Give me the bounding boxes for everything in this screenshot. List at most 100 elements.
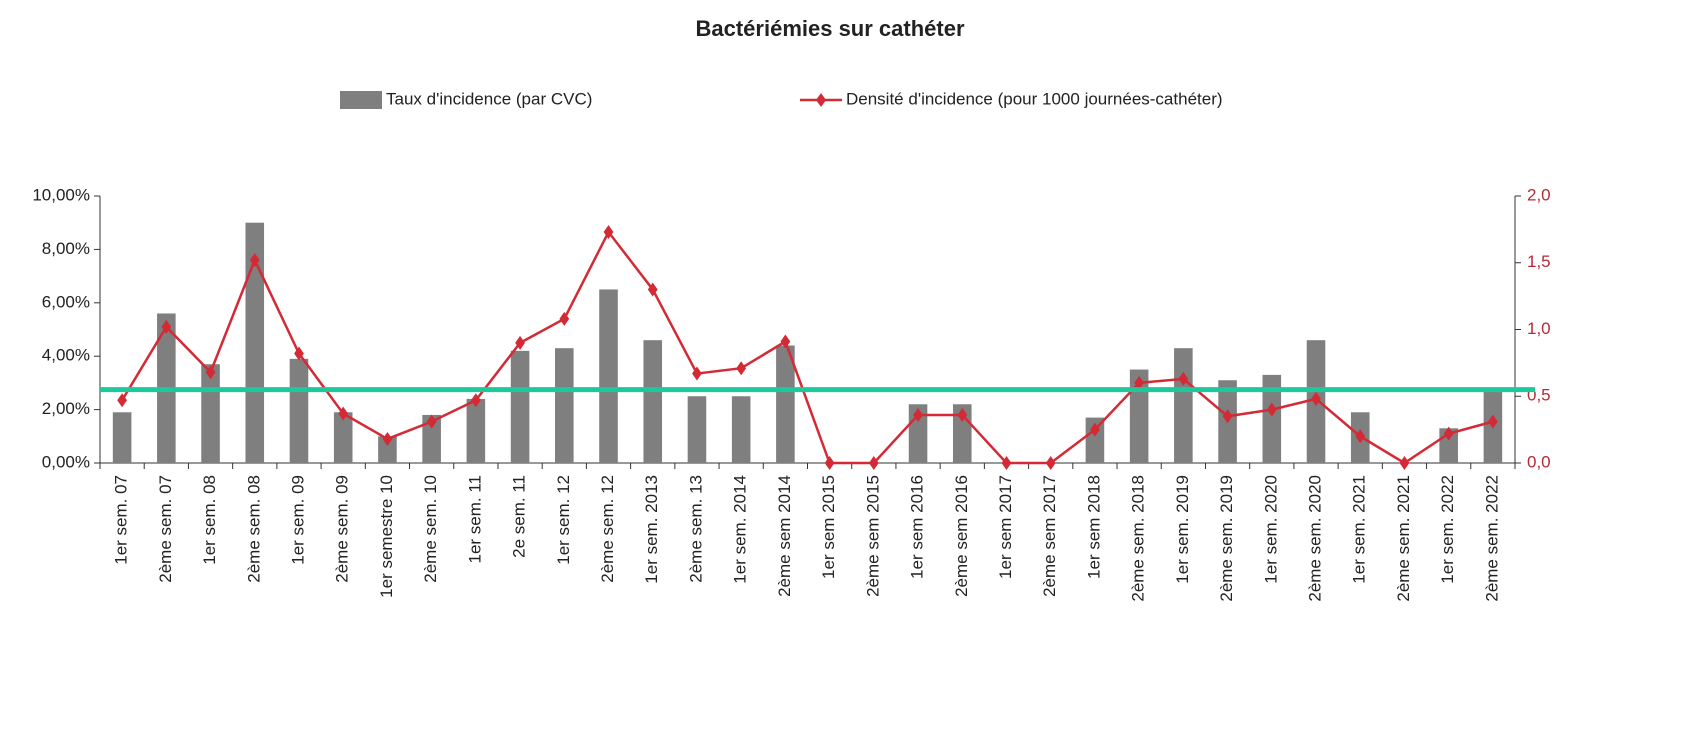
- x-tick-label: 2ème sem. 2022: [1482, 475, 1501, 602]
- x-tick-label: 1er semestre 10: [377, 475, 396, 598]
- x-tick-label: 2e sem. 11: [510, 475, 529, 558]
- bar: [1129, 369, 1149, 463]
- line-marker: [382, 431, 393, 446]
- x-tick-label: 2ème sem. 2019: [1217, 475, 1236, 602]
- x-tick-label: 1er sem. 12: [554, 475, 573, 565]
- x-tick-label: 2ème sem. 13: [686, 475, 705, 583]
- bar: [422, 414, 441, 463]
- legend-label: Densité d'incidence (pour 1000 journées-…: [846, 89, 1223, 108]
- line-marker: [426, 414, 437, 429]
- x-tick-label: 2ème sem 2016: [952, 475, 971, 597]
- x-tick-label: 2ème sem. 2020: [1306, 475, 1325, 602]
- line-marker: [117, 393, 128, 408]
- line-marker: [205, 365, 216, 380]
- x-tick-label: 1er sem. 2020: [1261, 475, 1280, 584]
- x-tick-label: 2ème sem 2017: [1040, 475, 1059, 597]
- x-tick-label: 1er sem 2018: [1084, 475, 1103, 579]
- line-marker: [1487, 414, 1498, 429]
- x-tick-label: 1er sem. 2019: [1173, 475, 1192, 584]
- bar: [333, 412, 353, 463]
- chart-title: Bactériémies sur cathéter: [695, 16, 964, 41]
- line-marker: [1266, 402, 1277, 417]
- line-marker: [868, 456, 879, 470]
- line-marker: [294, 346, 304, 361]
- bar: [1085, 417, 1105, 463]
- y-tick-label: 2,00%: [42, 399, 90, 418]
- bar: [466, 398, 486, 463]
- x-tick-label: 1er sem. 09: [288, 475, 307, 565]
- bar: [731, 396, 751, 463]
- y-tick-label: 0,00%: [42, 452, 90, 471]
- bar: [1262, 374, 1282, 463]
- line-marker: [515, 335, 525, 350]
- line-marker: [1355, 429, 1366, 444]
- line-marker: [1001, 456, 1012, 470]
- x-tick-label: 2ème sem. 10: [421, 475, 440, 583]
- bar: [599, 289, 618, 463]
- bar: [687, 396, 707, 463]
- line-marker: [1399, 456, 1410, 470]
- line-marker: [161, 319, 172, 334]
- line-marker: [1311, 391, 1321, 406]
- y-tick-label: 6,00%: [42, 292, 90, 311]
- line-marker: [1178, 371, 1189, 386]
- line-marker: [780, 334, 791, 349]
- line-marker: [692, 366, 702, 381]
- line-marker: [1443, 426, 1454, 441]
- x-tick-label: 1er sem 2017: [996, 475, 1015, 579]
- line: [121, 229, 1494, 465]
- bar: [510, 350, 530, 463]
- line-marker: [470, 393, 481, 408]
- x-tick-label: 2ème sem. 12: [598, 475, 617, 583]
- legend-label: Taux d'incidence (par CVC): [386, 89, 592, 108]
- x-tick-label: 2ème sem 2014: [775, 475, 794, 597]
- line-marker: [647, 282, 658, 297]
- bar: [643, 340, 663, 463]
- y2-tick-label: 0,0: [1527, 452, 1551, 471]
- legend-marker: [816, 93, 826, 107]
- bar: [1174, 348, 1193, 463]
- x-tick-label: 1er sem. 2013: [642, 475, 661, 584]
- line-marker: [603, 225, 614, 240]
- x-tick-label: 2ème sem. 07: [156, 475, 175, 583]
- line-marker: [1222, 409, 1233, 424]
- x-tick-label: 2ème sem. 2021: [1394, 475, 1413, 602]
- line-marker: [1090, 422, 1100, 437]
- x-tick-label: 2ème sem. 09: [333, 475, 352, 583]
- line-marker: [249, 253, 260, 268]
- x-tick-label: 1er sem. 2022: [1438, 475, 1457, 584]
- x-tick-label: 1er sem. 08: [200, 475, 219, 565]
- bar: [289, 358, 309, 463]
- x-tick-label: 1er sem. 07: [112, 475, 131, 565]
- line-marker: [1134, 375, 1145, 390]
- bar: [245, 222, 265, 463]
- y-tick-label: 4,00%: [42, 346, 90, 365]
- legend-swatch: [340, 91, 382, 109]
- bar: [776, 345, 795, 463]
- line-marker: [1045, 456, 1056, 470]
- bar: [378, 436, 397, 463]
- line-marker: [559, 311, 570, 326]
- y-tick-label: 10,00%: [32, 185, 90, 204]
- x-tick-label: 1er sem. 11: [465, 475, 484, 564]
- y2-tick-label: 1,0: [1527, 319, 1551, 338]
- line-marker: [824, 456, 835, 470]
- x-tick-label: 2ème sem. 2018: [1129, 475, 1148, 602]
- x-tick-label: 2ème sem 2015: [863, 475, 882, 597]
- x-tick-label: 1er sem. 2021: [1350, 475, 1369, 584]
- bar: [555, 348, 574, 463]
- y2-tick-label: 1,5: [1527, 252, 1551, 271]
- bar: [112, 412, 132, 463]
- line-marker: [338, 406, 349, 421]
- y-tick-label: 8,00%: [42, 239, 90, 258]
- line-marker: [913, 407, 923, 422]
- line-marker: [736, 361, 747, 376]
- x-tick-label: 1er sem. 2014: [731, 475, 750, 584]
- y2-tick-label: 2,0: [1527, 185, 1551, 204]
- x-tick-label: 2ème sem. 08: [244, 475, 263, 583]
- x-tick-label: 1er sem 2015: [819, 475, 838, 579]
- line-marker: [957, 407, 968, 422]
- x-tick-label: 1er sem 2016: [908, 475, 927, 579]
